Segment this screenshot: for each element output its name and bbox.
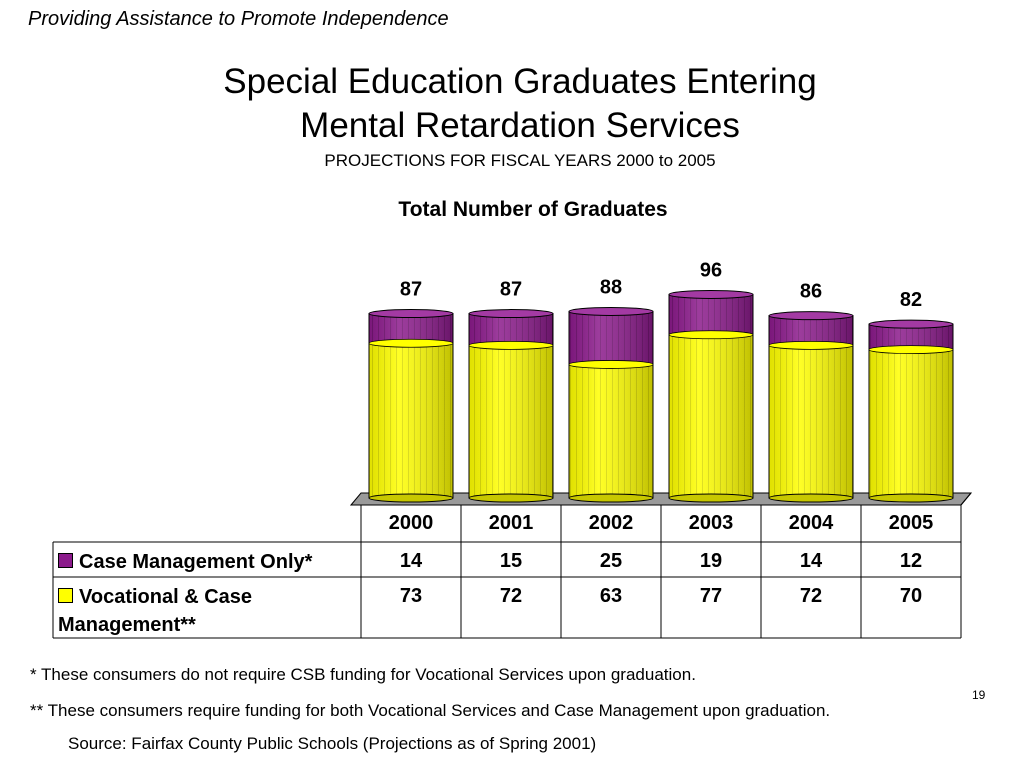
bar-top-2002: [568, 306, 654, 316]
total-label-2005: 82: [900, 289, 922, 311]
bar-top-2001: [468, 309, 554, 319]
total-label-2002: 88: [600, 276, 622, 298]
bar-base-2001: [468, 493, 554, 503]
source-note: Source: Fairfax County Public Schools (P…: [68, 734, 597, 753]
page-title-line-1: Special Education Graduates Entering: [223, 62, 817, 101]
projection-subtitle: PROJECTIONS FOR FISCAL YEARS 2000 to 200…: [324, 151, 716, 170]
table-vocational-2001: 72: [500, 585, 522, 607]
bar-case-management-shade-2003: [669, 294, 753, 335]
bar-base-2000: [368, 493, 454, 503]
table-case-management-2004: 14: [800, 550, 823, 572]
bar-top-2000: [368, 309, 454, 319]
data-table-values: 2000 14 73 2001 15 72 2002 25 63 2003 19 77 2004 14 72…: [389, 512, 934, 607]
total-label-2001: 87: [500, 279, 522, 301]
case-management-swatch: [58, 553, 73, 569]
legend-case-management-label: Case Management Only*: [79, 551, 313, 573]
total-label-2000: 87: [400, 279, 422, 301]
legend-vocational-label-line-1: Vocational & Case: [79, 586, 253, 608]
table-header-2004: 2004: [789, 512, 834, 534]
bar-case-management-shade-2002: [569, 311, 653, 365]
bar-vocational-shade-2004: [769, 345, 853, 498]
bar-segment-boundary-2001: [468, 340, 554, 350]
footnote-1: * These consumers do not require CSB fun…: [30, 665, 696, 684]
table-header-2005: 2005: [889, 512, 934, 534]
legend-case-management: Case Management Only*: [58, 548, 312, 576]
table-header-2001: 2001: [489, 512, 534, 534]
bar-top-2003: [668, 289, 754, 299]
page-title-line-2: Mental Retardation Services: [300, 106, 740, 145]
bar-segment-boundary-2000: [368, 338, 454, 348]
bar-base-2005: [868, 493, 954, 503]
legend-vocational: Vocational & Case Management**: [58, 583, 252, 639]
bar-top-2004: [768, 311, 854, 321]
tagline: Providing Assistance to Promote Independ…: [28, 8, 449, 30]
chart-title: Total Number of Graduates: [398, 198, 668, 221]
table-case-management-2000: 14: [400, 550, 423, 572]
bar-segment-boundary-2005: [868, 345, 954, 355]
bar-case-management-shade-2001: [469, 313, 553, 346]
bar-case-management-shade-2000: [369, 313, 453, 344]
table-case-management-2002: 25: [600, 550, 622, 572]
table-vocational-2005: 70: [900, 585, 922, 607]
bar-vocational-shade-2003: [669, 334, 753, 498]
bar-base-2003: [668, 493, 754, 503]
bar-vocational-shade-2000: [369, 343, 453, 498]
page-number: 19: [972, 688, 986, 702]
bar-vocational-shade-2002: [569, 364, 653, 498]
table-header-2002: 2002: [589, 512, 634, 534]
vocational-swatch: [58, 588, 73, 604]
footnote-2: ** These consumers require funding for b…: [30, 701, 831, 720]
bar-vocational-shade-2001: [469, 345, 553, 498]
table-case-management-2003: 19: [700, 550, 722, 572]
bar-case-management-shade-2004: [769, 315, 853, 346]
bar-top-2005: [868, 319, 954, 329]
table-vocational-2000: 73: [400, 585, 422, 607]
bar-base-2002: [568, 493, 654, 503]
table-line-depth: [960, 492, 972, 506]
bar-vocational-shade-2005: [869, 349, 953, 498]
bars-group: [368, 289, 954, 503]
table-vocational-2003: 77: [700, 585, 722, 607]
bar-base-2004: [768, 493, 854, 503]
bar-segment-boundary-2004: [768, 340, 854, 350]
total-label-2004: 86: [800, 281, 822, 303]
data-table-grid: [52, 492, 972, 639]
table-header-2003: 2003: [689, 512, 734, 534]
bar-segment-boundary-2003: [668, 330, 754, 340]
total-labels-group: 87 87 88 96 86 82: [400, 259, 922, 311]
total-label-2003: 96: [700, 259, 722, 281]
table-header-2000: 2000: [389, 512, 434, 534]
bar-segment-boundary-2002: [568, 360, 654, 369]
legend-vocational-label-line-2: Management**: [58, 614, 196, 636]
table-case-management-2001: 15: [500, 550, 522, 572]
table-case-management-2005: 12: [900, 550, 922, 572]
table-vocational-2004: 72: [800, 585, 822, 607]
table-vocational-2002: 63: [600, 585, 622, 607]
